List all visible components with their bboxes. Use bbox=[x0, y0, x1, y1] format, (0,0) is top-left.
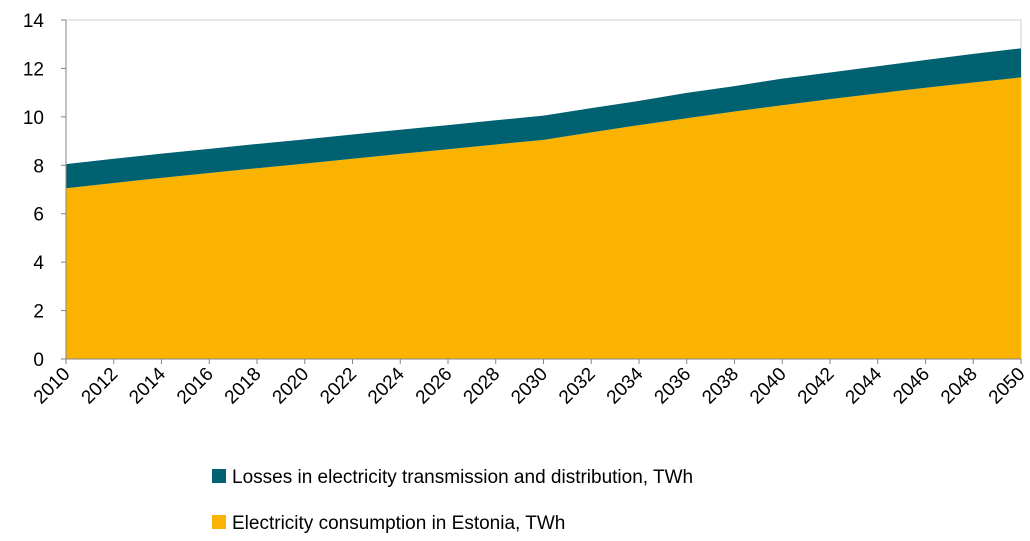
area-series-2 bbox=[66, 48, 1021, 189]
y-tick-label: 0 bbox=[33, 350, 44, 371]
x-tick-label: 2022 bbox=[316, 364, 361, 409]
x-tick-label: 2014 bbox=[125, 363, 170, 408]
x-axis-tick-labels: 2010 2012 2014 2016 2018 2020 2022 2024 2026 2028… bbox=[30, 359, 1030, 408]
legend-swatch bbox=[212, 469, 226, 483]
area-series-1 bbox=[66, 77, 1021, 359]
x-tick-label: 2042 bbox=[794, 364, 839, 409]
legend-label: Losses in electricity transmission and d… bbox=[232, 467, 693, 488]
x-tick-label: 2034 bbox=[603, 363, 648, 408]
x-tick-label: 2026 bbox=[412, 364, 457, 409]
x-tick-label: 2046 bbox=[889, 364, 934, 409]
legend-swatch bbox=[212, 515, 226, 529]
x-tick-label: 2032 bbox=[555, 364, 600, 409]
x-tick-label: 2012 bbox=[78, 364, 123, 409]
y-tick-label: 10 bbox=[23, 108, 44, 129]
x-tick-label: 2030 bbox=[507, 364, 552, 409]
x-tick-label: 2040 bbox=[746, 364, 791, 409]
x-tick-label: 2038 bbox=[698, 364, 743, 409]
x-tick-label: 2036 bbox=[651, 364, 696, 409]
x-tick-label: 2024 bbox=[364, 363, 409, 408]
x-tick-label: 2016 bbox=[173, 364, 218, 409]
y-tick-label: 6 bbox=[33, 205, 44, 226]
series-areas bbox=[66, 48, 1021, 359]
x-tick-label: 2050 bbox=[985, 364, 1030, 409]
x-tick-label: 2044 bbox=[842, 363, 887, 408]
y-tick-label: 2 bbox=[33, 302, 44, 323]
x-tick-label: 2048 bbox=[937, 364, 982, 409]
legend-label: Electricity consumption in Estonia, TWh bbox=[232, 513, 565, 534]
x-tick-label: 2028 bbox=[460, 364, 505, 409]
y-tick-label: 8 bbox=[33, 156, 44, 177]
legend: Losses in electricity transmission and d… bbox=[212, 467, 693, 534]
x-tick-label: 2020 bbox=[269, 364, 314, 409]
y-axis-tick-labels: 0 2 4 6 8 10 12 14 bbox=[23, 11, 66, 371]
x-tick-label: 2018 bbox=[221, 364, 266, 409]
y-tick-label: 4 bbox=[33, 253, 44, 274]
y-tick-label: 12 bbox=[23, 59, 44, 80]
y-tick-label: 14 bbox=[23, 11, 45, 32]
